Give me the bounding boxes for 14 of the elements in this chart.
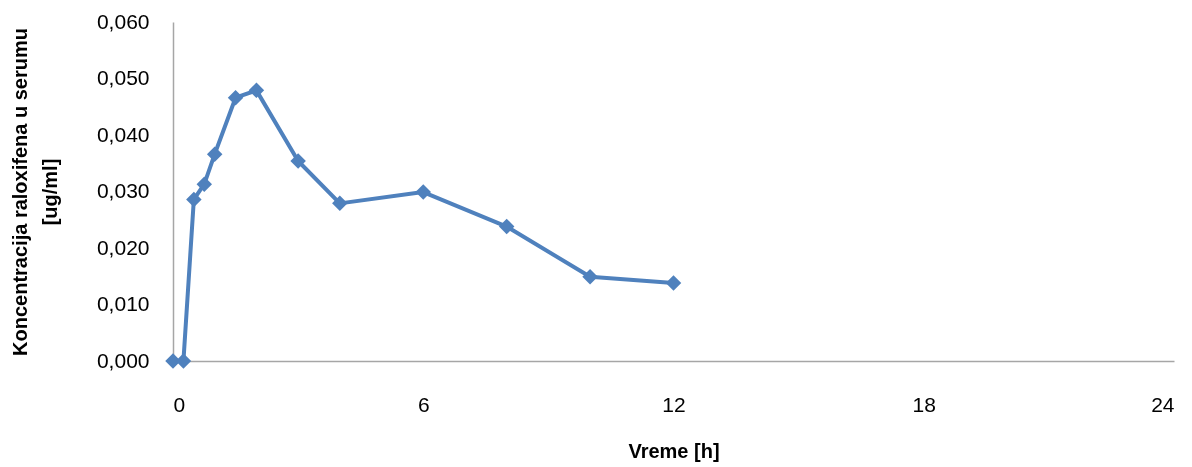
x-axis-title: Vreme [h] — [628, 439, 720, 462]
x-tick-label: 18 — [912, 392, 936, 416]
y-tick-label: 0,060 — [96, 9, 150, 33]
y-tick-label: 0,010 — [96, 292, 150, 315]
y-tick-label: 0,040 — [96, 122, 150, 146]
x-tick-label: 12 — [662, 392, 686, 416]
y-tick-label: 0,020 — [96, 235, 150, 259]
y-tick-label: 0,000 — [96, 348, 150, 372]
x-tick-label: 0 — [173, 392, 186, 416]
y-axis-title: Koncentracija raloxifena u serumu [ug/ml] — [8, 28, 61, 356]
y-tick-label: 0,030 — [96, 179, 150, 202]
x-tick-label: 6 — [417, 392, 430, 416]
y-tick-label: 0,050 — [96, 66, 150, 89]
x-tick-label: 24 — [1151, 392, 1175, 416]
